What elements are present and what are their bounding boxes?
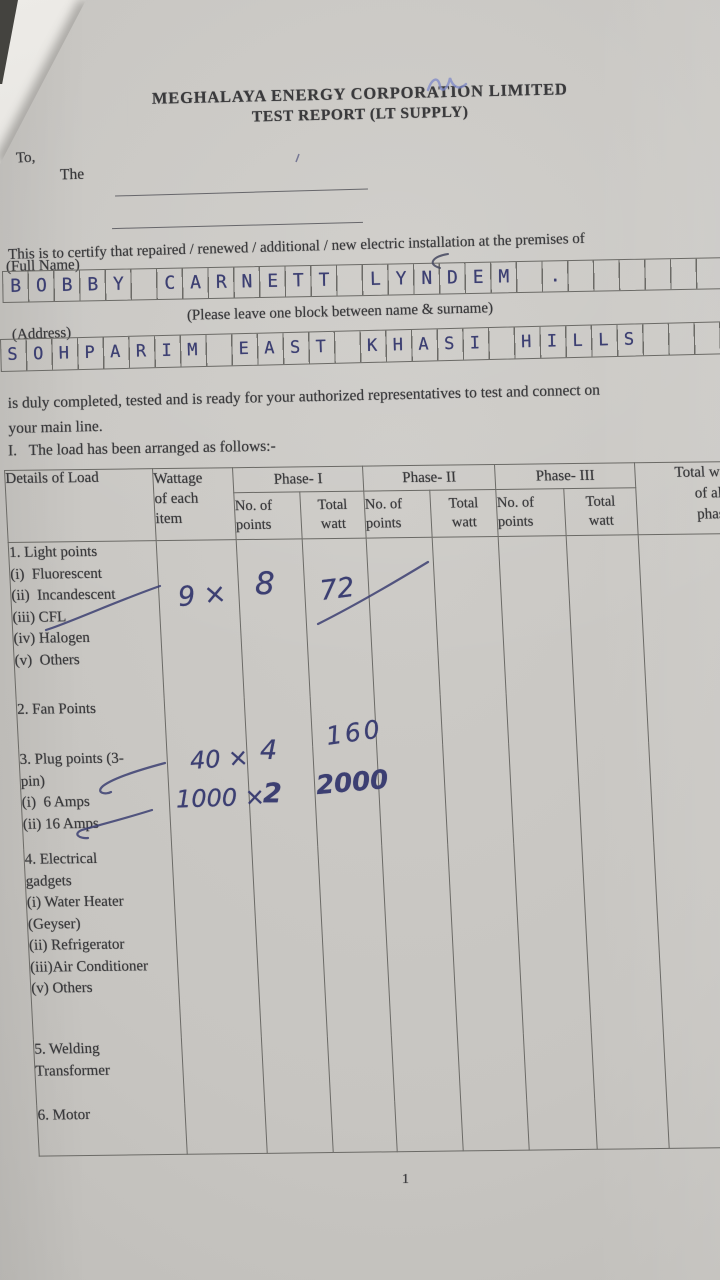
- row-label-fan-points: 2. Fan Points: [16, 698, 167, 750]
- col-header-wattage: Wattage of each item: [152, 467, 237, 541]
- row-label-electrical-gadgets: 4. Electrical gadgets (i) Water Heater (…: [23, 847, 182, 1040]
- handwritten-light-total-watt: 72: [318, 572, 357, 607]
- col-header-phase-3: Phase- III: [494, 462, 636, 490]
- subheader-points-p3: No. of points: [495, 488, 567, 537]
- subheader-points-p2: No. of points: [363, 490, 433, 539]
- addressee-blank-line-1: [115, 188, 368, 197]
- row-label-plug-points: 3. Plug points (3- pin) (i) 6 Amps (ii) …: [18, 748, 172, 850]
- subheader-watt-p2: Total watt: [429, 489, 499, 538]
- row-label-motor: 6. Motor: [36, 1103, 188, 1157]
- address-letter-boxes: SOHPARIM EAST KHASI HILLS: [0, 320, 720, 372]
- handwritten-plug16-wattage: 1000 ×: [175, 782, 266, 814]
- subheader-points-p1: No. of points: [233, 491, 303, 540]
- completed-text: is duly completed, tested and is ready f…: [7, 381, 601, 437]
- table-row-light-points: 1. Light points (i) Fluorescent (ii) Inc…: [8, 532, 720, 700]
- name-letter-boxes: BOBBY CARNETT LYNDEM .: [2, 256, 720, 303]
- load-heading: I. The load has been arranged as follows…: [7, 437, 276, 460]
- load-table: Details of Load Wattage of each item Pha…: [4, 460, 720, 1157]
- handwritten-name: BOBBY CARNETT LYNDEM .: [10, 264, 576, 297]
- handwritten-light-wattage: 9 ×: [176, 577, 228, 614]
- handwritten-address: SOHPARIM EAST KHASI HILLS: [7, 329, 650, 365]
- table-row-motor: 6. Motor: [36, 1095, 720, 1157]
- form-title: MEGHALAYA ENERGY CORPORATION LIMITED TES…: [0, 76, 720, 132]
- tick-mark: [295, 153, 300, 163]
- handwritten-plug16-total-watt: 2000: [314, 764, 390, 802]
- col-header-details: Details of Load: [4, 468, 157, 543]
- subheader-watt-p1: Total watt: [299, 491, 367, 539]
- the-label: The: [59, 165, 85, 184]
- dark-corner-edge: [0, 0, 18, 84]
- subheader-watt-p3: Total watt: [563, 487, 639, 536]
- handwritten-plug16-points: 2: [263, 778, 282, 809]
- addressee-blank-line-2: [112, 221, 363, 230]
- col-header-phase-1: Phase- I: [232, 466, 364, 493]
- name-hint: (Please leave one block between name & s…: [186, 300, 494, 324]
- handwritten-plug6-points: 4: [260, 735, 278, 766]
- page-number: 1: [402, 1172, 409, 1187]
- row-label-light-points: 1. Light points (i) Fluorescent (ii) Inc…: [8, 540, 165, 700]
- col-header-phase-2: Phase- II: [362, 464, 496, 492]
- to-label: To,: [15, 149, 36, 167]
- col-header-total-wattage: Total wattage of all 3 phases: [634, 460, 720, 535]
- handwritten-plug6-wattage: 40 ×: [189, 743, 250, 775]
- table-row-electrical-gadgets: 4. Electrical gadgets (i) Water Heater (…: [23, 840, 720, 1040]
- table-row-welding-transformer: 5. Welding Transformer: [33, 1030, 720, 1106]
- handwritten-light-points: 8: [255, 566, 275, 602]
- row-label-welding-transformer: 5. Welding Transformer: [33, 1037, 185, 1106]
